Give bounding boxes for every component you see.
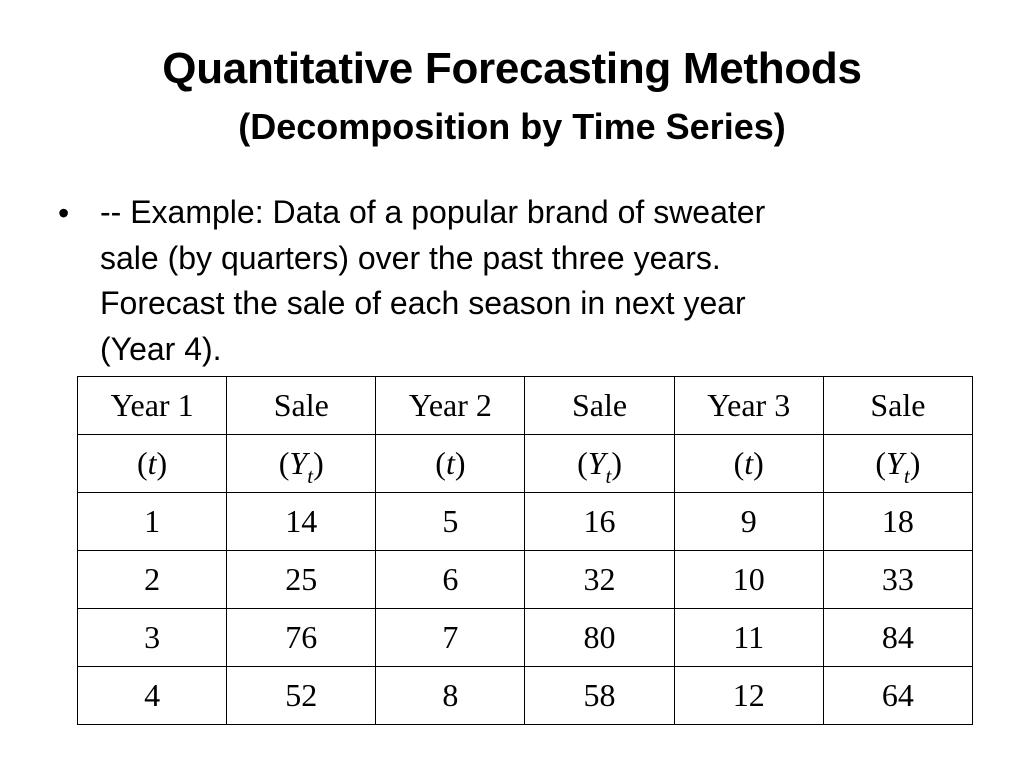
bullet-line: sale (by quarters) over the past three y… (100, 239, 721, 276)
table-cell: 10 (673, 550, 824, 609)
table-cell: 16 (524, 492, 675, 551)
table-cell: 12 (673, 666, 824, 725)
subheader-cell: (t) (76, 434, 228, 493)
variable-t: t (445, 445, 455, 481)
header-cell: Year 1 (76, 376, 228, 435)
slide-title: Quantitative Forecasting Methods (162, 44, 862, 93)
bullet-line: Forecast the sale of each season in next… (100, 285, 746, 321)
paren-close: ) (313, 445, 324, 481)
table-cell: 14 (226, 492, 377, 551)
table-cell: 2 (76, 550, 228, 609)
table-cell: 5 (375, 492, 526, 551)
subheader-cell: (t) (673, 434, 824, 493)
subscript-t: t (307, 464, 314, 488)
table-cell: 11 (673, 608, 824, 667)
paren-open: ( (136, 445, 148, 481)
paren-open: ( (733, 445, 745, 481)
table-cell: 58 (524, 666, 675, 725)
subscript-t: t (903, 464, 910, 488)
paren-open: ( (875, 445, 887, 481)
table-header-row: Year 1 Sale Year 2 Sale Year 3 Sale (76, 376, 974, 435)
table-cell: 64 (822, 666, 974, 725)
table-cell: 3 (76, 608, 228, 667)
table-cell: 8 (375, 666, 526, 725)
sales-table: Year 1 Sale Year 2 Sale Year 3 Sale (t) … (76, 376, 974, 725)
bullet-text: -- Example: Data of a popular brand of s… (100, 190, 980, 372)
table-cell: 84 (822, 608, 974, 667)
variable-y: Y (587, 445, 606, 481)
table-row: 1 14 5 16 9 18 (76, 492, 974, 551)
bullet-marker: • (58, 195, 70, 231)
paren-close: ) (454, 445, 466, 481)
variable-y: Y (886, 445, 904, 481)
subheader-cell: (t) (375, 434, 526, 493)
table-cell: 80 (524, 608, 675, 667)
paren-close: ) (611, 445, 623, 481)
slide-subtitle: (Decomposition by Time Series) (238, 106, 786, 147)
header-cell: Sale (524, 376, 675, 435)
header-cell: Year 2 (375, 376, 526, 435)
paren-open: ( (577, 445, 588, 481)
variable-t: t (147, 445, 157, 481)
table-row: 4 52 8 58 12 64 (76, 666, 974, 725)
table-cell: 18 (822, 492, 974, 551)
table-row: 2 25 6 32 10 33 (76, 550, 974, 609)
paren-open: ( (278, 445, 290, 481)
paren-close: ) (753, 445, 764, 481)
variable-y: Y (289, 445, 308, 481)
table-cell: 4 (76, 666, 228, 725)
variable-t: t (744, 445, 754, 481)
table-cell: 9 (673, 492, 824, 551)
subheader-cell: (Yt) (524, 434, 675, 493)
header-cell: Sale (226, 376, 377, 435)
table-cell: 52 (226, 666, 377, 725)
bullet-line: (Year 4). (100, 330, 222, 367)
table-cell: 76 (226, 608, 377, 667)
table-cell: 25 (226, 550, 377, 609)
paren-open: ( (435, 445, 446, 481)
bullet-line: -- Example: Data of a popular brand of s… (100, 194, 766, 230)
paren-close: ) (156, 445, 168, 481)
table-cell: 1 (76, 492, 228, 551)
paren-close: ) (909, 445, 921, 481)
table-cell: 7 (375, 608, 526, 667)
table-cell: 32 (524, 550, 675, 609)
subheader-cell: (Yt) (226, 434, 377, 493)
header-cell: Year 3 (673, 376, 824, 435)
table-row: 3 76 7 80 11 84 (76, 608, 974, 667)
subheader-cell: (Yt) (822, 434, 974, 493)
table-cell: 33 (822, 550, 974, 609)
table-subheader-row: (t) (Yt) (t) (Yt) (t) (Yt) (76, 434, 974, 493)
table-cell: 6 (375, 550, 526, 609)
header-cell: Sale (822, 376, 974, 435)
subscript-t: t (605, 464, 612, 488)
